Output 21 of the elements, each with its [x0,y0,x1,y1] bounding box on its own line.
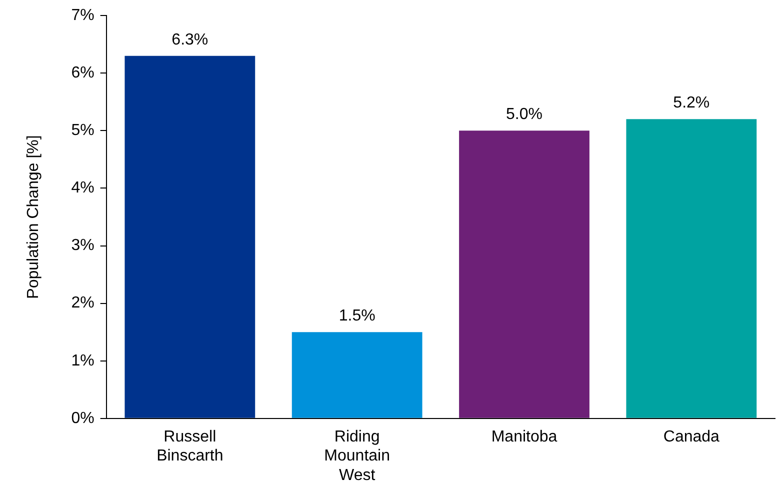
data-label: 5.2% [673,94,710,112]
y-tick-label: 0% [71,410,94,427]
x-tick-label: Russell Binscarth [156,428,224,465]
x-tick-label: Riding Mountain West [324,428,390,484]
x-tick-label: Manitoba [491,428,558,446]
bar [459,130,590,418]
bar [124,56,256,418]
y-tick-label: 7% [71,7,94,24]
y-tick-label: 1% [71,352,94,370]
y-axis-title: Population Change [%] [25,135,42,299]
y-tick-label: 5% [71,122,94,140]
data-label: 1.5% [338,307,376,324]
x-tick-label: Canada [663,428,720,446]
y-tick-label: 6% [71,64,94,82]
bar [292,332,422,418]
bar [626,119,757,418]
y-tick-label: 4% [71,180,94,197]
data-label: 6.3% [172,31,208,48]
data-label: 5.0% [506,106,542,124]
y-tick-label: 3% [71,237,94,254]
y-tick-label: 2% [71,294,94,312]
